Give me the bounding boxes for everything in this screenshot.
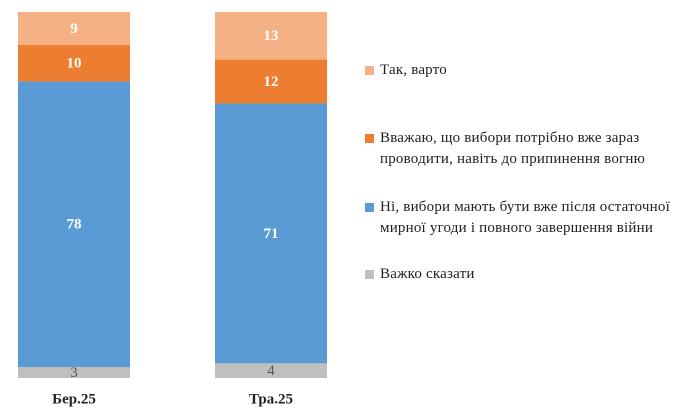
legend-swatch <box>365 270 374 279</box>
legend-item: Важко сказати <box>365 264 680 285</box>
legend-label: Так, варто <box>380 62 447 78</box>
value-label: 10 <box>67 56 82 72</box>
legend-item: Вважаю, що вибори потрібно вже зараз про… <box>365 128 680 170</box>
value-label: 3 <box>70 365 78 381</box>
legend-label: Ні, вибори мають бути вже після остаточн… <box>380 199 670 236</box>
bar-segment <box>18 367 130 378</box>
x-tick-label: Тра.25 <box>249 391 293 407</box>
bar-segment <box>18 12 130 45</box>
bar-segment <box>18 81 130 368</box>
value-label: 13 <box>264 28 279 44</box>
legend-label: Вважаю, що вибори потрібно вже зараз про… <box>380 130 646 167</box>
legend-item: Ні, вибори мають бути вже після остаточн… <box>365 197 680 239</box>
value-label: 12 <box>264 74 279 90</box>
bar-segment <box>215 363 327 378</box>
legend-swatch <box>365 134 374 143</box>
value-label: 71 <box>264 226 279 242</box>
legend-swatch <box>365 203 374 212</box>
legend-item: Так, варто <box>365 60 680 81</box>
bar-segment <box>215 12 327 60</box>
x-tick-label: Бер.25 <box>52 391 96 407</box>
value-label: 4 <box>267 363 275 379</box>
legend-label: Важко сказати <box>380 266 475 282</box>
bar-segment <box>215 59 327 104</box>
bar-segment <box>18 44 130 82</box>
bar-segment <box>215 103 327 364</box>
value-label: 9 <box>70 21 78 37</box>
value-label: 78 <box>67 217 82 233</box>
legend-swatch <box>365 66 374 75</box>
